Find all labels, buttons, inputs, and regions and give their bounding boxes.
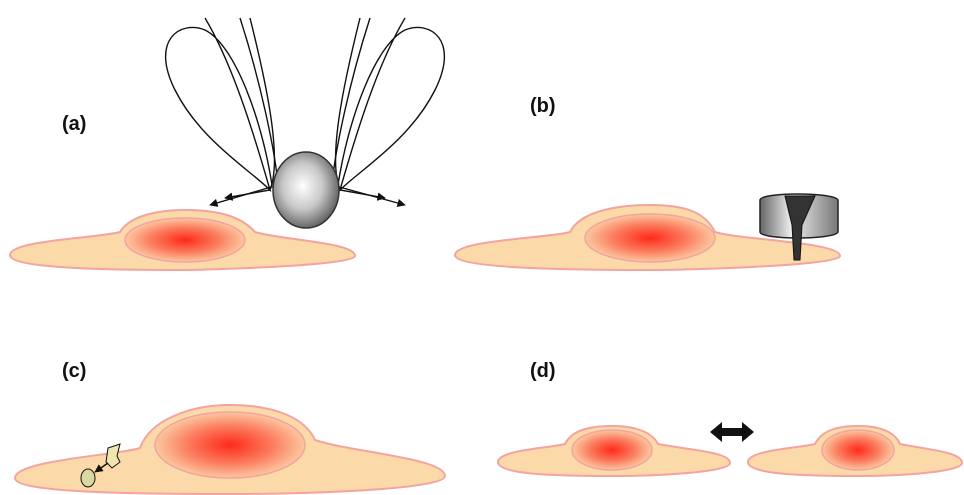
nucleus — [125, 218, 245, 262]
bead — [273, 152, 339, 228]
panel-label: (a) — [62, 113, 86, 135]
particle — [81, 469, 95, 487]
nucleus — [822, 430, 894, 470]
nucleus — [155, 412, 305, 478]
panel-a: (a) — [10, 18, 444, 270]
panel-label: (b) — [530, 95, 556, 117]
nucleus — [572, 430, 652, 470]
double-arrow — [710, 422, 754, 442]
panel-d: (d) — [498, 360, 962, 476]
field-line — [332, 18, 405, 205]
panel-label: (d) — [530, 360, 556, 382]
diagram: (a) (b) (c) (d) — [0, 0, 964, 495]
panel-c: (c) — [15, 360, 445, 494]
nucleus — [585, 214, 715, 262]
field-line — [336, 18, 385, 198]
panel-b: (b) — [455, 95, 840, 270]
field-line — [225, 18, 274, 198]
panel-label: (c) — [62, 360, 86, 382]
